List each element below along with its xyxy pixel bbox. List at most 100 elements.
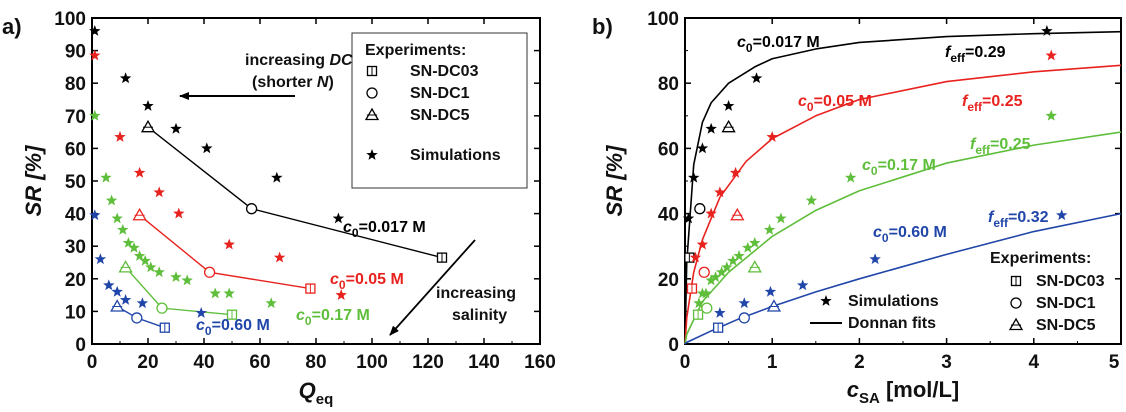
b-sim-point: [688, 171, 700, 183]
a-sim-point: [117, 223, 129, 235]
panel-b-legend-right-entries: SN-DC03 SN-DC1 SN-DC5: [1008, 273, 1105, 334]
b-legend-label: Simulations: [848, 293, 939, 310]
increasing-dc-line2: (shorter N): [252, 74, 334, 91]
b-xtick-label: 3: [941, 352, 952, 373]
a-sim-point: [209, 287, 221, 299]
salinity-line1: increasing: [436, 285, 516, 302]
a-sim-point: [133, 166, 146, 178]
a-sim-point: [223, 238, 235, 250]
a-sim-point: [153, 186, 165, 198]
a-ytick-label: 60: [65, 139, 86, 160]
a-ytick-label: 90: [65, 42, 86, 63]
a-xtick-label: 160: [524, 352, 556, 373]
a-exp-point: [156, 302, 168, 314]
panel-a: a) 0 20 40 60 80 100 120 140 160 0 10 20 30 40 50 60 70 8…: [2, 9, 556, 408]
b-feff-label: feff=0.32: [988, 209, 1049, 230]
a-sim-point: [273, 251, 286, 263]
b-ytick-label: 60: [658, 139, 679, 160]
b-series-1: [684, 49, 1122, 345]
a-legend-label: Simulations: [410, 147, 501, 164]
a-ytick-label: 80: [65, 74, 86, 95]
b-sim-point: [1045, 49, 1057, 61]
a-sim-point: [89, 209, 101, 221]
a-sim-point: [195, 307, 207, 318]
a-sim-point: [139, 254, 151, 266]
panel-b-legend-title: Experiments:: [990, 250, 1091, 267]
b-sim-point: [766, 130, 778, 142]
b-sim-point: [714, 307, 726, 318]
a-sim-point: [136, 297, 149, 309]
b-feff-label: feff=0.25: [962, 93, 1023, 114]
a-legend-label: SN-DC1: [410, 85, 470, 102]
a-sim-point: [94, 253, 107, 265]
a-ytick-label: 10: [65, 302, 86, 323]
b-legend-marker: [1010, 297, 1022, 309]
salinity-arrow: [389, 239, 476, 336]
b-donnan-fit-line: [684, 30, 1122, 345]
a-sim-point: [119, 72, 132, 84]
b-sim-point: [705, 274, 717, 286]
b-series-label: c0=0.05 M: [798, 93, 872, 114]
b-exp-point: [730, 207, 745, 221]
a-sim-point: [265, 297, 277, 309]
b-sim-point: [721, 261, 733, 273]
panel-a-series-labels: c0=0.017 M c0=0.05 M c0=0.17 M c0=0.60 M: [196, 219, 426, 338]
a-sim-point: [89, 25, 101, 36]
a-legend-marker: [364, 107, 380, 121]
b-series-label: c0=0.017 M: [737, 34, 820, 55]
panel-b-xlabel: cSA [mol/L]: [847, 377, 960, 407]
a-ytick-label: 100: [54, 9, 86, 30]
b-series-2: [684, 109, 1122, 345]
a-xtick-label: 100: [356, 352, 388, 373]
a-series-3: [89, 209, 207, 333]
b-ytick-label: 80: [658, 74, 679, 95]
a-exp-point: [131, 312, 143, 324]
b-exp-point: [698, 266, 710, 278]
a-sim-point: [103, 279, 115, 291]
b-exp-point: [738, 312, 750, 324]
b-sim-point: [705, 122, 717, 134]
panel-b-ticks: 0 1 2 3 4 5 0 20 40 60 80 100: [647, 9, 1122, 373]
a-xtick-label: 120: [412, 352, 444, 373]
a-exp-line: [139, 214, 311, 290]
b-sim-point: [733, 249, 745, 261]
b-legend-label: SN-DC03: [1036, 273, 1105, 290]
increasing-dc-line1: increasing DC: [245, 52, 353, 69]
b-sim-point: [696, 238, 709, 250]
panel-a-legend-entries: SN-DC03 SN-DC1 SN-DC5 Simulations: [364, 63, 501, 164]
panel-b-series-labels: c0=0.017 M feff=0.29 c0=0.05 M feff=0.25 c0=…: [737, 34, 1049, 245]
a-sim-point: [170, 271, 182, 283]
a-exp-point: [118, 260, 133, 273]
a-ytick-label: 0: [75, 335, 86, 356]
b-sim-point: [722, 100, 735, 111]
a-ytick-label: 30: [65, 237, 86, 258]
a-xtick-label: 40: [193, 352, 214, 373]
b-sim-point: [693, 297, 705, 309]
b-sim-point: [844, 171, 857, 183]
b-ytick-label: 20: [658, 270, 679, 291]
b-donnan-fit-line: [684, 212, 1122, 345]
a-exp-point: [140, 119, 156, 133]
a-ytick-label: 20: [65, 270, 86, 291]
b-legend-label: SN-DC5: [1036, 317, 1096, 334]
b-sim-point: [727, 254, 739, 266]
b-xtick-label: 1: [767, 352, 778, 373]
b-sim-point: [705, 207, 717, 219]
a-sim-point: [170, 122, 182, 134]
a-sim-point: [128, 241, 140, 253]
b-exp-point: [694, 203, 706, 215]
a-sim-point: [119, 293, 132, 305]
b-xtick-label: 2: [854, 352, 865, 373]
b-exp-point: [766, 299, 782, 312]
a-sim-point: [173, 207, 185, 219]
a-ytick-label: 70: [65, 107, 86, 128]
a-sim-point: [335, 289, 347, 300]
b-sim-point: [742, 241, 754, 253]
a-sim-point: [145, 261, 157, 273]
a-ytick-label: 40: [65, 205, 86, 226]
increasing-salinity-annotation: increasing salinity: [389, 239, 516, 336]
b-legend-label: Donnan fits: [848, 315, 936, 332]
a-xtick-label: 60: [249, 352, 270, 373]
panel-a-legend-title: Experiments:: [365, 42, 466, 59]
panel-a-legend-box: [351, 32, 528, 189]
